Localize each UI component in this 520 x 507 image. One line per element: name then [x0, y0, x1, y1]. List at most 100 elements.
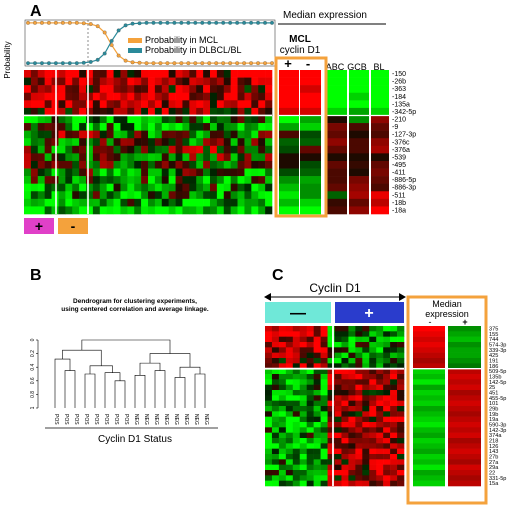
heat-cell — [51, 70, 59, 78]
heat-cell — [182, 138, 190, 147]
heat-cell-c — [285, 464, 294, 471]
heat-cell — [244, 145, 252, 154]
median-cell-a — [349, 77, 369, 86]
heat-cell — [127, 107, 135, 116]
heat-cell — [251, 168, 259, 177]
heat-cell-c — [341, 352, 349, 359]
row-label-c: 186 — [489, 364, 498, 370]
heat-cell — [86, 183, 94, 192]
heat-cell — [168, 115, 176, 124]
heat-cell — [37, 85, 45, 94]
heat-cell-c — [271, 326, 280, 332]
heat-cell — [79, 191, 87, 200]
heat-cell-c — [334, 384, 342, 391]
dendro-branch — [179, 366, 201, 378]
heat-cell-c — [376, 406, 384, 412]
heat-cell-c — [362, 342, 370, 348]
heat-cell — [244, 100, 252, 109]
heat-cell — [203, 115, 211, 124]
heat-cell — [79, 70, 87, 78]
median-cell-c — [413, 352, 445, 359]
heat-cell — [113, 198, 121, 207]
heat-cell-c — [348, 427, 356, 433]
heat-cell — [86, 107, 94, 116]
heat-cell — [189, 138, 197, 147]
heat-cell — [79, 92, 87, 101]
heat-cell — [161, 160, 169, 169]
heat-cell — [106, 138, 114, 147]
heat-cell — [141, 206, 149, 215]
heat-cell-c — [383, 400, 391, 407]
median-cell-c — [413, 368, 445, 375]
heat-cell — [223, 115, 231, 124]
heat-cell — [37, 191, 45, 200]
heat-cell-c — [397, 331, 405, 337]
heat-cell — [30, 145, 39, 154]
heat-cell-c — [369, 358, 377, 364]
heat-cell — [65, 77, 73, 86]
ref-col-bl: BL — [373, 62, 384, 72]
median-cell-c — [413, 390, 445, 396]
heat-cell-c — [299, 379, 307, 385]
heat-cell-c — [292, 416, 301, 423]
heat-cell-c — [341, 390, 349, 396]
heat-cell — [244, 130, 252, 139]
heat-cell — [134, 176, 142, 184]
heat-cell — [44, 145, 52, 154]
heat-cell — [210, 145, 218, 154]
heat-cell — [134, 100, 142, 109]
heat-cell — [168, 92, 176, 101]
heat-cell-c — [369, 416, 377, 423]
heat-cell — [37, 153, 45, 162]
heat-cell — [265, 191, 273, 200]
heat-cell-c — [306, 459, 314, 465]
heat-cell-c — [320, 422, 328, 428]
heat-cell — [154, 138, 163, 147]
heat-cell-c — [271, 411, 280, 417]
heat-cell-c — [397, 395, 405, 401]
heat-cell — [244, 153, 252, 162]
heat-cell — [134, 77, 142, 86]
group-box-minus-label: - — [71, 218, 76, 234]
heat-cell — [120, 160, 128, 169]
heat-cell — [182, 145, 190, 154]
heat-cell-c — [278, 358, 287, 364]
heat-cell-c — [306, 464, 314, 471]
heat-cell — [196, 100, 204, 109]
heat-cell-c — [369, 422, 377, 428]
dendro-leaf-label: NEG — [203, 414, 209, 425]
heat-cell — [216, 198, 225, 207]
prob-point — [109, 38, 114, 43]
median-cell-a — [300, 168, 321, 177]
heat-cell — [86, 198, 94, 207]
median-cell-c — [413, 326, 445, 332]
heat-cell-c — [292, 411, 301, 417]
heat-cell-c — [278, 454, 287, 460]
heat-cell-c — [383, 374, 391, 380]
heat-cell — [134, 183, 142, 192]
heat-cell — [51, 138, 59, 147]
dendro-leaf-label: POS — [53, 414, 59, 425]
heat-cell — [79, 160, 87, 169]
heat-cell — [237, 123, 245, 131]
heat-cell-c — [278, 395, 287, 401]
heat-cell-c — [362, 347, 370, 353]
prob-point — [235, 20, 240, 25]
heat-cell — [65, 115, 73, 124]
heat-cell-c — [306, 347, 314, 353]
heat-cell-c — [348, 480, 356, 487]
heat-cell-c — [390, 374, 398, 380]
heat-cell — [92, 145, 101, 154]
heat-cell-c — [334, 347, 342, 353]
heat-cell-c — [292, 438, 301, 444]
heat-cell-c — [265, 464, 273, 471]
median-cell-c — [448, 480, 481, 487]
heat-cell — [203, 130, 211, 139]
heat-cell — [258, 115, 266, 124]
heat-cell — [168, 198, 176, 207]
heat-cell — [79, 153, 87, 162]
median-cell-c — [448, 427, 481, 433]
median-cell-c — [413, 480, 445, 487]
heat-cell-c — [334, 331, 342, 337]
heat-cell-c — [278, 411, 287, 417]
